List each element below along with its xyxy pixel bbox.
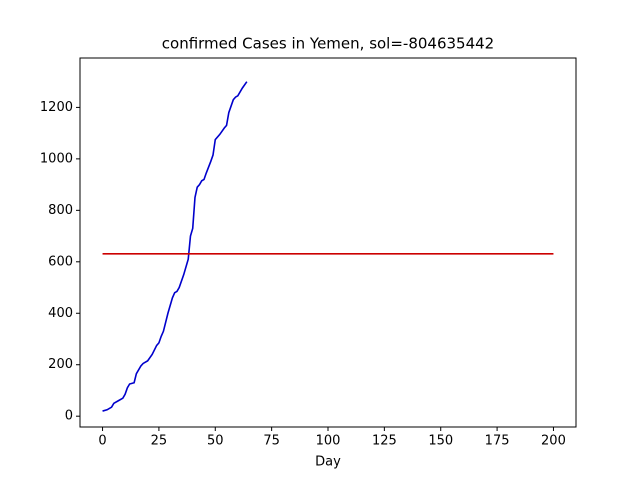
- y-tick-label: 1200: [40, 100, 73, 115]
- x-axis-label: Day: [315, 455, 341, 470]
- y-tick-label: 600: [48, 254, 73, 269]
- y-tick-label: 0: [65, 409, 73, 424]
- y-tick-label: 200: [48, 357, 73, 372]
- x-tick-label: 175: [485, 434, 510, 449]
- x-tick-label: 0: [98, 434, 106, 449]
- x-tick-label: 50: [207, 434, 224, 449]
- x-tick-label: 25: [151, 434, 168, 449]
- x-tick-label: 100: [316, 434, 341, 449]
- y-tick-label: 800: [48, 203, 73, 218]
- x-tick-label: 150: [428, 434, 453, 449]
- data-line: [102, 81, 248, 412]
- chart-title: confirmed Cases in Yemen, sol=-804635442: [162, 35, 494, 53]
- x-tick-label: 200: [541, 434, 566, 449]
- x-tick-label: 75: [263, 434, 280, 449]
- y-tick-label: 400: [48, 306, 73, 321]
- x-tick-label: 125: [372, 434, 397, 449]
- y-tick-label: 1000: [40, 151, 73, 166]
